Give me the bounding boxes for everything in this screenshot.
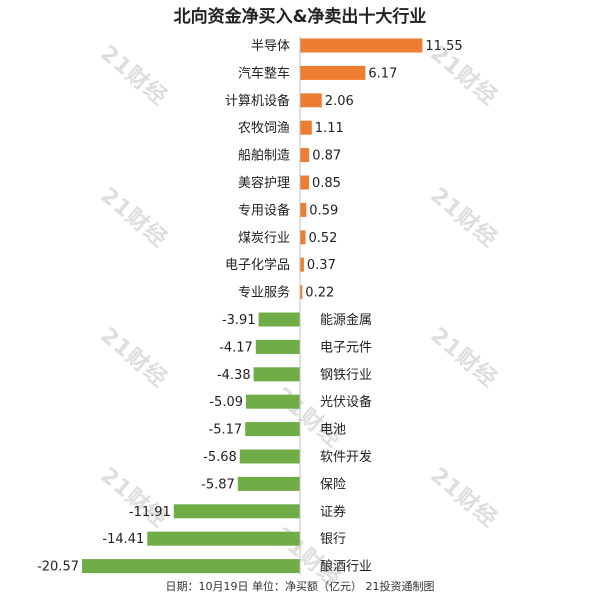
value-label: 0.22 (305, 286, 334, 301)
bar-电子元件 (255, 339, 300, 354)
value-label: -5.68 (203, 450, 237, 465)
category-label: 银行 (320, 532, 346, 547)
category-label: 计算机设备 (225, 93, 290, 109)
category-label: 能源金属 (320, 312, 372, 328)
bar-煤炭行业 (300, 230, 306, 245)
bar-能源金属 (258, 312, 300, 327)
bar-保险 (237, 476, 300, 491)
footer-note: 日期：10月19日 单位：净买额（亿元） 21投资通制图 (165, 580, 435, 593)
value-label: -5.09 (209, 395, 243, 410)
value-label: 0.59 (309, 203, 338, 218)
bar-汽车整车 (300, 65, 366, 80)
value-label: 0.37 (307, 258, 336, 273)
chart-title: 北向资金净买入&净卖出十大行业 (173, 7, 427, 27)
bar-美容护理 (300, 175, 309, 190)
bar-电子化学品 (300, 257, 304, 272)
value-label: 2.06 (325, 94, 354, 109)
category-label: 美容护理 (238, 175, 290, 191)
value-label: -11.91 (129, 505, 171, 520)
category-label: 光伏设备 (320, 394, 372, 410)
category-label: 煤炭行业 (238, 231, 290, 246)
value-label: -20.57 (37, 560, 79, 575)
bar-半导体 (300, 38, 423, 53)
category-label: 酿酒行业 (320, 559, 372, 575)
bar-酿酒行业 (82, 559, 300, 574)
category-label: 电子元件 (320, 340, 372, 355)
value-label: -4.38 (217, 368, 251, 383)
value-label: 0.52 (309, 231, 338, 246)
value-label: 6.17 (368, 66, 397, 81)
value-label: 0.87 (312, 149, 341, 164)
bar-光伏设备 (246, 394, 300, 409)
category-label: 汽车整车 (238, 65, 290, 81)
value-label: -5.17 (209, 423, 243, 438)
category-label: 专用设备 (238, 202, 290, 218)
value-label: 11.55 (425, 39, 462, 54)
value-label: -5.87 (201, 477, 235, 492)
category-label: 钢铁行业 (320, 368, 372, 383)
bar-专用设备 (300, 202, 307, 217)
category-label: 船舶制造 (238, 148, 290, 164)
bar-农牧饲渔 (300, 120, 312, 135)
bar-专业服务 (300, 285, 303, 300)
category-label: 电子化学品 (225, 257, 290, 273)
bar-证券 (173, 504, 300, 519)
category-label: 证券 (320, 504, 346, 520)
bar-银行 (147, 531, 300, 546)
value-label: 1.11 (315, 121, 344, 136)
category-label: 保险 (320, 477, 346, 492)
category-label: 专业服务 (238, 285, 290, 301)
category-label: 农牧饲渔 (238, 121, 290, 136)
bar-钢铁行业 (253, 367, 300, 382)
bar-船舶制造 (300, 148, 310, 163)
value-label: 0.85 (312, 176, 341, 191)
value-label: -3.91 (222, 313, 256, 328)
category-label: 软件开发 (320, 449, 372, 465)
category-label: 电池 (320, 423, 346, 438)
value-label: -4.17 (219, 340, 253, 355)
value-label: -14.41 (102, 532, 144, 547)
bar-软件开发 (239, 449, 300, 464)
category-label: 半导体 (251, 39, 290, 54)
bar-电池 (245, 422, 300, 437)
bar-计算机设备 (300, 93, 322, 108)
